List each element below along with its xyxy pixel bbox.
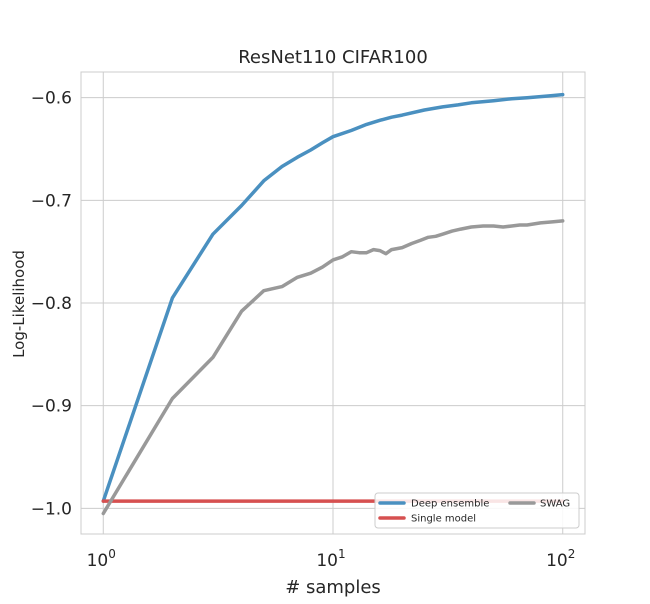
chart-title: ResNet110 CIFAR100: [238, 47, 428, 68]
y-axis-label: Log-Likelihood: [10, 250, 28, 358]
series-line-deep-ensemble: [101, 92, 565, 503]
legend-label-deep-ensemble: Deep ensemble: [411, 499, 489, 510]
series-line-swag: [101, 219, 565, 516]
y-tick-label: −1.0: [31, 499, 72, 519]
y-tick-label: −0.7: [31, 191, 72, 211]
legend-label-swag: SWAG: [540, 499, 570, 510]
x-tick-base: 10: [87, 551, 109, 571]
y-tick-label: −0.8: [31, 294, 72, 314]
x-tick-label: 100: [87, 547, 116, 571]
x-tick-exponent: 1: [338, 547, 346, 561]
legend-label-single-model: Single model: [411, 514, 476, 525]
x-tick-label: 101: [316, 547, 345, 571]
x-tick-exponent: 0: [108, 547, 116, 561]
x-tick-base: 10: [316, 551, 338, 571]
x-tick-base: 10: [546, 551, 568, 571]
plot-frame: [80, 71, 586, 535]
y-tick-label: −0.6: [31, 89, 72, 109]
x-tick-label: 102: [546, 547, 575, 571]
x-tick-exponent: 2: [568, 547, 576, 561]
x-axis-label: # samples: [285, 577, 381, 598]
legend: Deep ensemble Single model SWAG: [374, 492, 580, 529]
y-tick-label: −0.9: [31, 397, 72, 417]
grid-layer: [81, 72, 585, 534]
